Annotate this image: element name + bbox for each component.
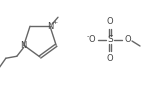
Text: N: N bbox=[20, 41, 27, 50]
Text: O: O bbox=[107, 54, 113, 63]
Text: -: - bbox=[86, 33, 89, 39]
Text: O: O bbox=[107, 17, 113, 26]
Text: O: O bbox=[125, 35, 131, 44]
Text: S: S bbox=[107, 35, 113, 44]
Text: N: N bbox=[47, 22, 54, 31]
Text: O: O bbox=[89, 35, 95, 44]
Text: +: + bbox=[52, 20, 57, 25]
